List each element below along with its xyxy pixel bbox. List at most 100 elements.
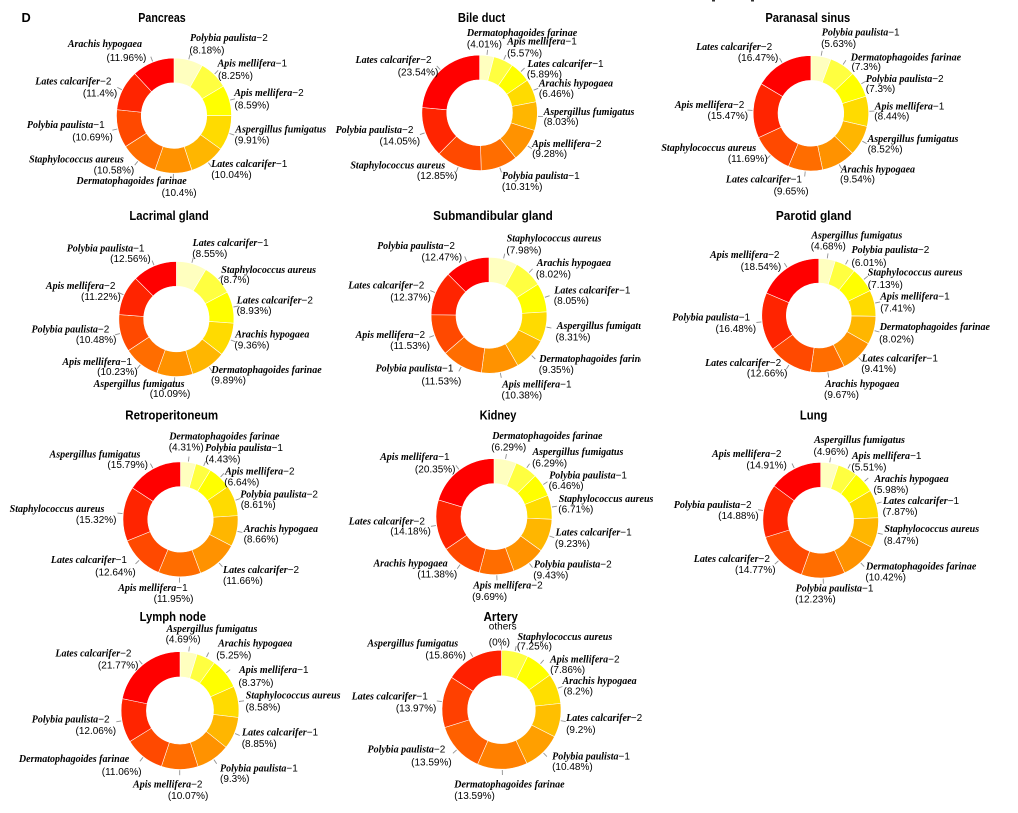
svg-text:Lates calcarifer−1: Lates calcarifer−1 xyxy=(351,691,429,702)
svg-text:Staphylococcus aureus: Staphylococcus aureus xyxy=(884,524,979,535)
svg-text:Lates calcarifer−2: Lates calcarifer−2 xyxy=(347,281,425,292)
svg-text:Arachis hypogaea: Arachis hypogaea xyxy=(562,676,637,687)
svg-text:(5.25%): (5.25%) xyxy=(216,650,251,661)
svg-text:Apis mellifera−1: Apis mellifera−1 xyxy=(217,59,288,70)
svg-text:Arachis hypogaea: Arachis hypogaea xyxy=(824,379,899,390)
svg-text:Arachis hypogaea: Arachis hypogaea xyxy=(874,474,949,485)
svg-text:(8.47%): (8.47%) xyxy=(884,536,919,547)
svg-text:(4.96%): (4.96%) xyxy=(814,447,849,458)
svg-text:Dermatophagoides farinae: Dermatophagoides farinae xyxy=(538,354,650,365)
svg-text:others: others xyxy=(489,622,517,633)
svg-text:Dermatophagoides farinae: Dermatophagoides farinae xyxy=(75,176,187,187)
svg-text:Aspergillus fumigatus: Aspergillus fumigatus xyxy=(556,321,648,332)
svg-text:Dermatophagoides farinae: Dermatophagoides farinae xyxy=(18,754,130,765)
svg-text:Apis mellifera−2: Apis mellifera−2 xyxy=(674,100,745,111)
svg-text:Apis mellifera−1: Apis mellifera−1 xyxy=(379,452,450,463)
svg-text:Aspergillus fumigatus: Aspergillus fumigatus xyxy=(366,638,458,649)
svg-text:(12.85%): (12.85%) xyxy=(417,171,458,182)
svg-text:Parotid gland: Parotid gland xyxy=(776,208,852,223)
svg-text:Lates calcarifer−1: Lates calcarifer−1 xyxy=(241,728,319,739)
svg-text:Apis mellifera−2: Apis mellifera−2 xyxy=(45,281,116,292)
svg-text:Polybia paulista−2: Polybia paulista−2 xyxy=(190,33,268,44)
svg-text:Polybia paulista−1: Polybia paulista−1 xyxy=(672,313,750,324)
svg-text:(8.05%): (8.05%) xyxy=(554,296,589,307)
svg-text:(8.44%): (8.44%) xyxy=(874,112,909,123)
svg-text:(8.52%): (8.52%) xyxy=(868,145,903,156)
svg-text:Aspergillus fumigatus: Aspergillus fumigatus xyxy=(166,624,258,635)
svg-text:(12.37%): (12.37%) xyxy=(390,293,431,304)
svg-text:(9.91%): (9.91%) xyxy=(235,136,270,147)
svg-text:(14.91%): (14.91%) xyxy=(746,460,787,471)
svg-text:(11.66%): (11.66%) xyxy=(223,576,263,587)
svg-text:Apis mellifera−1: Apis mellifera−1 xyxy=(501,379,572,390)
svg-text:Polybia paulista−1: Polybia paulista−1 xyxy=(205,443,283,454)
svg-text:Staphylococcus aureus: Staphylococcus aureus xyxy=(350,161,445,172)
svg-text:Aspergillus fumigatus: Aspergillus fumigatus xyxy=(49,450,141,461)
svg-text:Lates calcarifer−1: Lates calcarifer−1 xyxy=(725,175,803,186)
svg-text:(6.46%): (6.46%) xyxy=(549,481,584,492)
svg-text:Arachis hypogaea: Arachis hypogaea xyxy=(538,79,613,90)
svg-text:Polybia paulista−1: Polybia paulista−1 xyxy=(549,470,627,481)
svg-text:(10.31%): (10.31%) xyxy=(502,182,543,193)
svg-text:(12.06%): (12.06%) xyxy=(76,726,117,737)
svg-text:(4.31%): (4.31%) xyxy=(169,443,204,454)
svg-text:Arachis hypogaea: Arachis hypogaea xyxy=(234,330,309,341)
svg-text:Polybia paulista−2: Polybia paulista−2 xyxy=(377,241,455,252)
svg-text:(10.4%): (10.4%) xyxy=(162,188,197,199)
svg-text:(10.04%): (10.04%) xyxy=(211,170,252,181)
svg-text:(14.77%): (14.77%) xyxy=(735,565,776,576)
svg-text:Submandibular gland: Submandibular gland xyxy=(433,208,553,223)
svg-text:Paranasal sinus: Paranasal sinus xyxy=(765,10,850,25)
svg-text:Lates calcarifer−2: Lates calcarifer−2 xyxy=(54,648,132,659)
svg-text:Lates calcarifer−1: Lates calcarifer−1 xyxy=(555,527,633,538)
svg-text:(13.59%): (13.59%) xyxy=(454,791,495,802)
svg-text:(8.55%): (8.55%) xyxy=(192,249,227,260)
svg-text:(20.35%): (20.35%) xyxy=(415,465,456,476)
svg-text:(8.61%): (8.61%) xyxy=(241,500,276,511)
svg-text:Retroperitoneum: Retroperitoneum xyxy=(125,408,218,423)
svg-text:Aspergillus fumigatus: Aspergillus fumigatus xyxy=(532,447,624,458)
svg-text:(6.29%): (6.29%) xyxy=(491,443,526,454)
svg-text:Staphylococcus aureus: Staphylococcus aureus xyxy=(868,268,963,279)
svg-text:(5.51%): (5.51%) xyxy=(851,463,886,474)
svg-text:(5.63%): (5.63%) xyxy=(821,39,856,50)
svg-text:Apis mellifera−2: Apis mellifera−2 xyxy=(711,449,782,460)
svg-text:(16.48%): (16.48%) xyxy=(716,324,757,335)
svg-text:(15.86%): (15.86%) xyxy=(425,650,466,661)
svg-text:Lates calcarifer−1: Lates calcarifer−1 xyxy=(50,555,128,566)
svg-text:(4.69%): (4.69%) xyxy=(166,635,201,646)
svg-text:(11.06%): (11.06%) xyxy=(102,767,142,778)
svg-text:Polybia paulista−1: Polybia paulista−1 xyxy=(27,120,105,131)
svg-text:(9.69%): (9.69%) xyxy=(472,592,507,603)
svg-text:(10.48%): (10.48%) xyxy=(552,762,593,773)
svg-text:Polybia paulista−2: Polybia paulista−2 xyxy=(534,560,612,571)
svg-text:(12.47%): (12.47%) xyxy=(422,252,463,263)
svg-text:(9.54%): (9.54%) xyxy=(840,175,875,186)
svg-text:(12.64%): (12.64%) xyxy=(95,567,136,578)
svg-text:Lates calcarifer−1: Lates calcarifer−1 xyxy=(861,353,939,364)
svg-text:(13.59%): (13.59%) xyxy=(411,758,452,769)
svg-text:Staphylococcus aureus: Staphylococcus aureus xyxy=(10,504,105,515)
svg-text:Polybia paulista−2: Polybia paulista−2 xyxy=(32,714,110,725)
svg-text:(10.38%): (10.38%) xyxy=(502,391,543,402)
svg-text:(8.25%): (8.25%) xyxy=(218,71,253,82)
svg-text:(10.42%): (10.42%) xyxy=(865,573,906,584)
svg-text:D: D xyxy=(22,10,31,25)
svg-text:(5.98%): (5.98%) xyxy=(874,485,909,496)
svg-text:(6.46%): (6.46%) xyxy=(539,89,574,100)
svg-text:(11.53%): (11.53%) xyxy=(390,341,430,352)
svg-text:(10.23%): (10.23%) xyxy=(97,367,138,378)
svg-text:Dermatophagoides farinae: Dermatophagoides farinae xyxy=(879,322,991,333)
svg-text:(4.43%): (4.43%) xyxy=(205,455,240,466)
svg-text:(8.58%): (8.58%) xyxy=(246,703,281,714)
svg-text:(12.56%): (12.56%) xyxy=(110,254,151,265)
svg-text:Dermatophagoides farinae: Dermatophagoides farinae xyxy=(865,561,977,572)
svg-text:(6.29%): (6.29%) xyxy=(532,458,567,469)
svg-text:Lates calcarifer−1: Lates calcarifer−1 xyxy=(527,59,605,70)
svg-text:Lates calcarifer−1: Lates calcarifer−1 xyxy=(882,496,960,507)
svg-text:Lates calcarifer−1: Lates calcarifer−1 xyxy=(192,238,270,249)
svg-text:Aspergillus fumigatus: Aspergillus fumigatus xyxy=(810,230,902,241)
svg-text:Arachis hypogaea: Arachis hypogaea xyxy=(373,558,448,569)
svg-text:Arachis hypogaea: Arachis hypogaea xyxy=(67,39,142,50)
svg-text:Apis mellifera−2: Apis mellifera−2 xyxy=(709,250,780,261)
